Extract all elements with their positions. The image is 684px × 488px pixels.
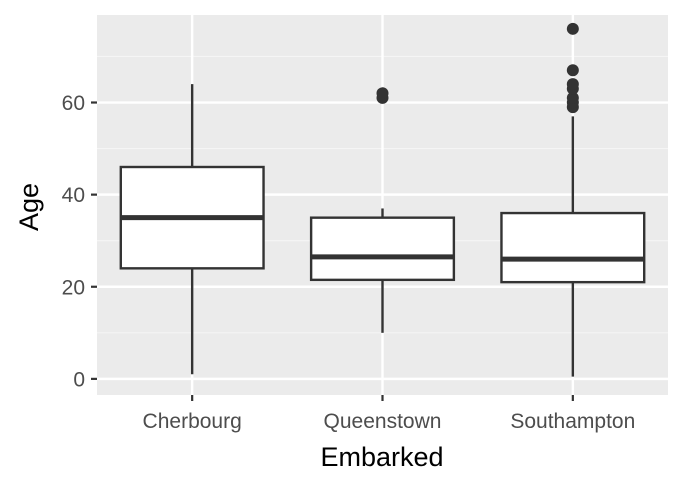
outlier-point: [566, 64, 579, 77]
x-tick-label: Cherbourg: [143, 410, 242, 433]
y-tick-label: 20: [62, 276, 85, 299]
outlier-point: [566, 22, 579, 35]
x-tick-label: Queenstown: [324, 410, 442, 433]
box-cherbourg: [119, 84, 265, 375]
outlier-point: [376, 87, 389, 100]
x-tick-label: Southampton: [510, 410, 635, 433]
boxes-layer: [119, 22, 646, 377]
y-tick-label: 60: [62, 92, 85, 115]
box-queenstown: [309, 87, 456, 333]
x-axis-title: Embarked: [320, 442, 443, 472]
y-tick-label: 40: [62, 184, 85, 207]
iqr-box: [500, 211, 646, 284]
y-tick-label: 0: [73, 368, 85, 391]
iqr-box: [309, 216, 456, 282]
box-southampton: [500, 22, 646, 377]
outlier-point: [566, 91, 579, 104]
y-axis-title: Age: [14, 183, 44, 231]
x-axis: Cherbourg Queenstown Southampton: [143, 395, 635, 433]
y-axis: 0 20 40 60: [62, 92, 97, 391]
outlier-point: [566, 78, 579, 91]
